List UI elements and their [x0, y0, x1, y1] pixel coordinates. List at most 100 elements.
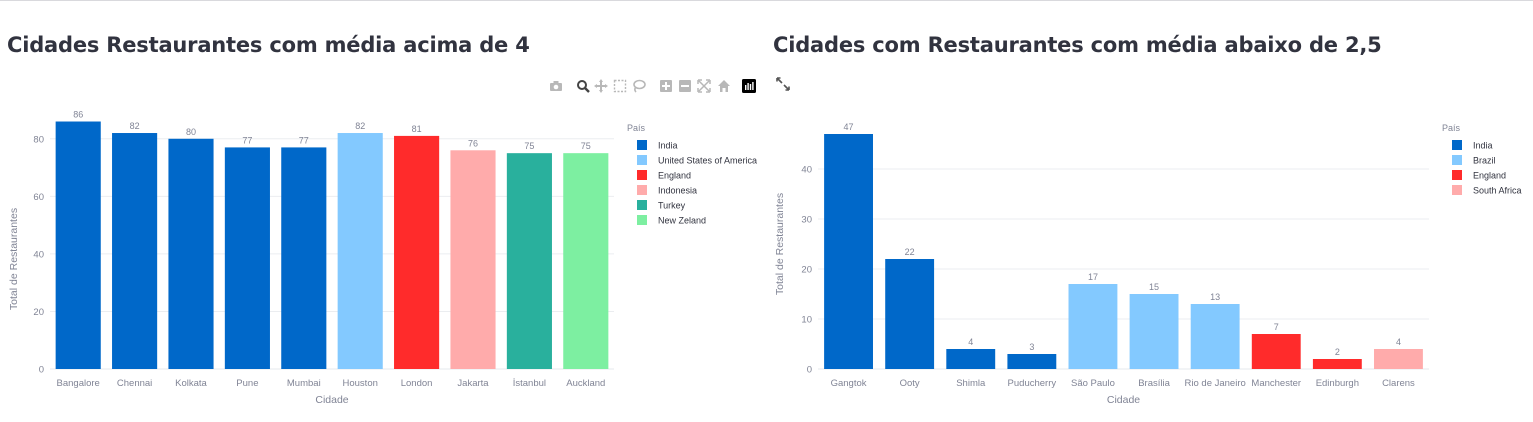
bar — [394, 135, 440, 369]
y-tick-label: 40 — [801, 165, 812, 176]
bar-value-label: 4 — [968, 337, 973, 347]
legend-item-label: India — [658, 141, 678, 151]
y-tick-label: 40 — [33, 249, 44, 260]
x-tick-label: São Paulo — [1071, 378, 1115, 389]
legend-swatch — [637, 200, 647, 210]
legend-item-label: India — [1473, 141, 1493, 151]
bar-value-label: 77 — [299, 135, 309, 145]
bar — [337, 133, 383, 369]
legend-title: País — [627, 123, 646, 133]
x-tick-label: Edinburgh — [1316, 378, 1359, 389]
bar — [112, 133, 158, 369]
legend-item-label: New Zeland — [658, 216, 706, 226]
y-axis-title: Total de Restaurantes — [774, 193, 786, 295]
bar — [1068, 284, 1118, 369]
y-axis-title: Total de Restaurantes — [8, 208, 20, 310]
x-tick-label: Puducherry — [1008, 378, 1057, 389]
bar-chart-right: 01020304047Gangtok22Ooty4Shimla3Puducher… — [774, 122, 1522, 406]
x-tick-label: Auckland — [566, 378, 605, 389]
x-tick-label: Houston — [343, 378, 378, 389]
reset-axes-icon[interactable] — [716, 79, 732, 95]
x-tick-label: Bangalore — [57, 378, 100, 389]
x-tick-label: Mumbai — [287, 378, 321, 389]
bar — [563, 153, 609, 369]
x-tick-label: İstanbul — [513, 378, 546, 389]
bar — [1374, 349, 1423, 369]
y-tick-label: 0 — [39, 365, 44, 376]
legend-swatch — [637, 215, 647, 225]
bar — [281, 147, 327, 369]
x-tick-label: Manchester — [1251, 378, 1301, 389]
bar-value-label: 81 — [412, 124, 422, 134]
bar-chart-left: 0 20 40 60 80 86 Bangalore 82 Chennai 80 Kolkata 77… — [8, 110, 757, 406]
bar-value-label: 76 — [468, 138, 478, 148]
legend-swatch — [1452, 185, 1462, 195]
y-tick-label: 0 — [807, 365, 812, 376]
bar — [450, 150, 496, 369]
x-tick-label: Gangtok — [831, 378, 867, 389]
zoom-icon[interactable] — [575, 79, 591, 95]
camera-icon[interactable] — [548, 79, 564, 95]
zoom-out-icon[interactable] — [677, 79, 693, 95]
x-tick-label: Ooty — [900, 378, 920, 389]
bar-value-label: 47 — [844, 122, 854, 132]
box-select-icon[interactable] — [612, 79, 628, 95]
lasso-icon[interactable] — [631, 79, 647, 95]
x-tick-label: Pune — [236, 378, 258, 389]
legend-item-label: United States of America — [658, 156, 757, 166]
y-tick-label: 80 — [33, 134, 44, 145]
bar — [1190, 304, 1240, 369]
bar-value-label: 13 — [1210, 292, 1220, 302]
legend-item-label: England — [1473, 171, 1506, 181]
bar — [1129, 294, 1179, 369]
x-axis-title: Cidade — [1107, 394, 1140, 406]
x-tick-label: London — [401, 378, 433, 389]
bar-value-label: 86 — [73, 110, 83, 120]
bar-value-label: 7 — [1274, 322, 1279, 332]
legend-swatch — [1452, 170, 1462, 180]
bar-value-label: 82 — [130, 121, 140, 131]
bar — [55, 121, 101, 369]
autoscale-icon[interactable] — [696, 79, 712, 95]
y-tick-label: 20 — [33, 307, 44, 318]
bar — [1007, 354, 1057, 369]
x-tick-label: Clarens — [1382, 378, 1415, 389]
legend-item-label: England — [658, 171, 691, 181]
pan-icon[interactable] — [593, 79, 609, 95]
bar — [885, 259, 935, 369]
legend-item-label: Indonesia — [658, 186, 697, 196]
legend-swatch — [1452, 155, 1462, 165]
legend-swatch — [637, 185, 647, 195]
chart-title-left: Cidades Restaurantes com média acima de … — [7, 33, 530, 57]
x-tick-label: Shimla — [956, 378, 986, 389]
bar-value-label: 4 — [1396, 337, 1401, 347]
bar — [946, 349, 996, 369]
y-tick-label: 10 — [801, 315, 812, 326]
bar — [1251, 334, 1301, 369]
bar-value-label: 22 — [905, 247, 915, 257]
y-tick-label: 20 — [801, 265, 812, 276]
plotly-logo-icon[interactable] — [741, 79, 757, 95]
legend-swatch — [637, 155, 647, 165]
x-axis-title: Cidade — [315, 394, 348, 406]
legend-swatch — [1452, 140, 1462, 150]
expand-icon[interactable] — [776, 77, 790, 91]
bar — [168, 138, 214, 369]
x-tick-label: Kolkata — [175, 378, 207, 389]
bar-value-label: 15 — [1149, 282, 1159, 292]
bar-value-label: 77 — [242, 135, 252, 145]
legend-swatch — [637, 170, 647, 180]
legend-item-label: Turkey — [658, 201, 686, 211]
legend-swatch — [637, 140, 647, 150]
bar-value-label: 75 — [581, 141, 591, 151]
bar — [824, 134, 873, 369]
legend-item-label: Brazil — [1473, 156, 1496, 166]
y-tick-label: 30 — [801, 215, 812, 226]
legend-item-label: South Africa — [1473, 186, 1522, 196]
zoom-in-icon[interactable] — [658, 79, 674, 95]
x-tick-label: Chennai — [117, 378, 152, 389]
bar — [224, 147, 270, 369]
bar-value-label: 82 — [355, 121, 365, 131]
bar-value-label: 75 — [524, 141, 534, 151]
x-tick-label: Rio de Janeiro — [1185, 378, 1246, 389]
